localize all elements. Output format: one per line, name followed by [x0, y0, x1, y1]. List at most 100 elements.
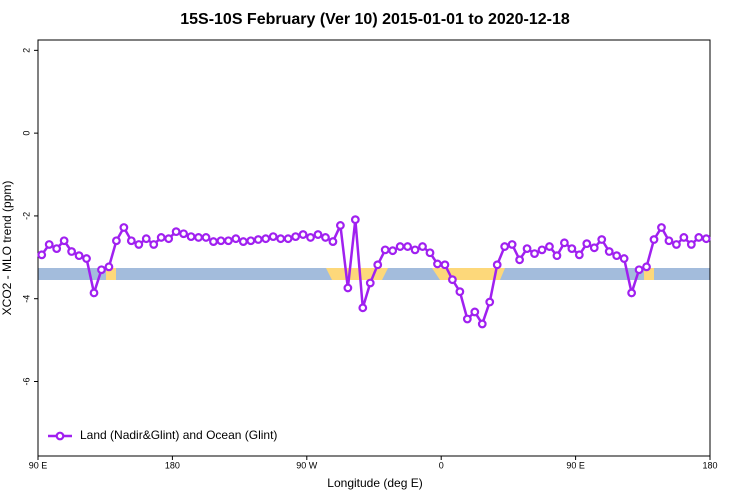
point	[104, 262, 114, 272]
point	[567, 244, 577, 254]
point	[201, 233, 211, 242]
chart-title: 15S-10S February (Ver 10) 2015-01-01 to …	[180, 11, 570, 28]
legend-label: Land (Nadir&Glint) and Ocean (Glint)	[80, 428, 277, 442]
point	[231, 234, 241, 244]
point	[149, 240, 159, 249]
y-axis-label: XCO2 - MLO trend (ppm)	[0, 181, 14, 316]
plot-frame	[37, 39, 711, 457]
point	[223, 236, 233, 246]
point	[485, 297, 495, 307]
point	[686, 240, 696, 249]
point	[134, 240, 144, 249]
point	[380, 245, 390, 255]
point	[679, 233, 689, 242]
point	[298, 230, 308, 239]
point	[246, 236, 256, 246]
y-tick-label: -4	[21, 295, 31, 303]
x-axis-label: Longitude (deg E)	[327, 476, 422, 490]
y-tick-label: 2	[21, 48, 31, 53]
point	[365, 278, 375, 288]
point	[634, 265, 644, 275]
point	[313, 230, 323, 239]
point	[522, 244, 532, 254]
x-tick-label: 180	[165, 460, 180, 470]
point	[597, 235, 607, 244]
x-tick-label: 0	[439, 460, 444, 470]
point	[119, 223, 129, 232]
point	[672, 240, 681, 249]
point	[358, 303, 368, 313]
point	[74, 251, 84, 261]
point	[164, 234, 174, 244]
point	[306, 233, 315, 242]
point	[701, 234, 711, 244]
point	[343, 283, 353, 293]
point	[67, 247, 76, 256]
point	[582, 239, 592, 249]
point	[126, 236, 136, 246]
point	[470, 307, 480, 317]
point	[537, 245, 547, 255]
point	[52, 244, 62, 254]
x-tick-label: 180	[702, 460, 717, 470]
point	[97, 265, 106, 275]
point	[627, 288, 636, 298]
point	[268, 232, 278, 242]
point	[283, 234, 293, 244]
point	[291, 232, 301, 242]
point	[507, 240, 517, 249]
point	[589, 243, 599, 253]
point	[515, 255, 524, 265]
legend-marker	[55, 431, 65, 441]
point	[37, 250, 47, 260]
point	[238, 237, 248, 246]
land-band	[326, 268, 388, 280]
point	[141, 234, 151, 244]
point	[642, 262, 651, 272]
point	[111, 236, 121, 246]
point	[560, 238, 569, 248]
point	[448, 275, 457, 285]
point	[186, 232, 196, 242]
point	[253, 235, 263, 244]
point	[276, 234, 286, 244]
point	[321, 233, 330, 242]
point	[433, 259, 442, 269]
point	[44, 240, 54, 249]
point	[545, 242, 554, 251]
point	[418, 242, 427, 251]
land-band	[106, 268, 116, 280]
point	[455, 287, 465, 297]
point	[261, 234, 271, 244]
point	[395, 242, 405, 251]
point	[171, 227, 181, 237]
point	[403, 242, 413, 251]
point	[388, 246, 398, 256]
point	[500, 242, 510, 251]
point	[410, 245, 420, 255]
point	[574, 250, 584, 260]
point	[373, 260, 383, 270]
x-tick-label: 90 W	[296, 460, 318, 470]
point	[657, 223, 666, 232]
point	[604, 247, 614, 256]
y-tick-label: -2	[21, 212, 31, 220]
point	[89, 288, 99, 298]
y-tick-label: 0	[21, 131, 31, 136]
y-tick-label: -6	[21, 377, 31, 385]
point	[530, 249, 539, 258]
point	[664, 236, 674, 246]
point	[82, 254, 91, 263]
point	[350, 215, 360, 225]
x-tick-label: 90 E	[566, 460, 585, 470]
point	[649, 235, 659, 244]
point	[552, 251, 562, 261]
point	[216, 236, 226, 246]
x-tick-label: 90 E	[29, 460, 48, 470]
point	[492, 260, 502, 270]
land-band	[644, 268, 654, 280]
point	[156, 233, 166, 242]
